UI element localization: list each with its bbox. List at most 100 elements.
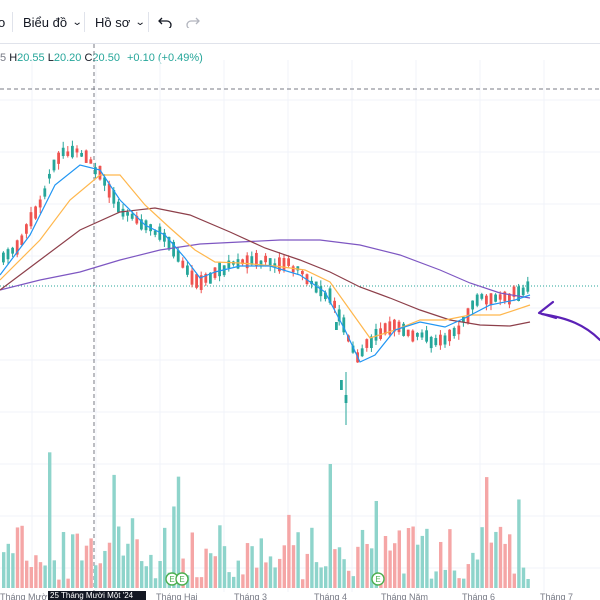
- volume-bar: [411, 526, 415, 588]
- candle-body: [319, 286, 323, 297]
- volume-bar: [406, 528, 411, 588]
- volume-bar: [301, 579, 305, 588]
- volume-bar: [250, 546, 254, 588]
- volume-bar: [282, 545, 286, 588]
- volume-bar: [310, 527, 314, 588]
- volume-bar: [305, 553, 309, 588]
- event-marker-label: E: [375, 575, 380, 584]
- volume-bar: [356, 546, 360, 588]
- candle-body: [121, 208, 125, 217]
- volume-bar: [503, 543, 507, 588]
- volume-bar: [43, 565, 47, 588]
- candle-body: [273, 263, 277, 268]
- candle-body: [130, 213, 134, 219]
- candle-body: [383, 323, 387, 335]
- volume-bar: [20, 525, 24, 588]
- candle-body: [448, 329, 451, 342]
- candle-body: [29, 212, 33, 227]
- volume-bar: [241, 574, 245, 588]
- volume-bar: [149, 554, 153, 588]
- candle-body: [2, 252, 5, 263]
- x-axis-label: Tháng Mười: [0, 592, 49, 600]
- volume-bar: [526, 578, 530, 588]
- volume-bar: [439, 541, 443, 588]
- volume-bar: [333, 549, 337, 588]
- x-axis-background: [0, 592, 600, 600]
- volume-bar: [397, 530, 401, 588]
- volume-bar: [140, 561, 144, 588]
- candle-body: [443, 335, 447, 345]
- candle-body: [333, 300, 336, 308]
- volume-bar: [291, 545, 296, 588]
- volume-bar: [508, 534, 512, 588]
- candle-body: [291, 266, 295, 273]
- candle-body: [57, 152, 60, 164]
- volume-bar: [351, 576, 355, 588]
- candle-body: [480, 294, 484, 299]
- volume-bar: [144, 566, 148, 588]
- candle-body: [420, 332, 424, 338]
- candle-body: [268, 258, 272, 267]
- candle-body: [250, 256, 254, 265]
- candle-body: [365, 339, 369, 348]
- redo-icon: [186, 17, 200, 28]
- candle-body: [153, 230, 157, 235]
- candle-body: [11, 247, 14, 254]
- volume-bar: [448, 529, 452, 588]
- candle-body: [195, 274, 198, 288]
- candle-body: [462, 316, 465, 322]
- change-value: +0.10 (+0.49%): [127, 52, 203, 64]
- candle-body: [71, 145, 74, 158]
- redo-button[interactable]: [186, 0, 200, 44]
- x-axis-label: Tháng Năm: [381, 592, 428, 600]
- volume-bar: [466, 564, 470, 588]
- volume-bar: [227, 572, 231, 588]
- volume-bar: [6, 543, 10, 588]
- x-axis-label: Tháng 3: [234, 592, 267, 600]
- volume-bar: [2, 552, 6, 588]
- candle-body: [103, 177, 106, 186]
- ohlc-legend: 5 H20.55 L20.20 C20.50 +0.10 (+0.49%): [0, 52, 203, 64]
- toolbar-partial-item[interactable]: o: [0, 14, 6, 30]
- candle-body: [521, 287, 525, 296]
- candle-body: [512, 286, 516, 297]
- volume-bar: [416, 544, 420, 588]
- volume-bar: [213, 556, 217, 588]
- candle-body: [259, 260, 263, 267]
- candle-body: [186, 265, 189, 275]
- candle-body: [15, 240, 19, 255]
- volume-bar: [245, 543, 250, 588]
- candle-body: [61, 147, 65, 157]
- volume-bar: [29, 567, 33, 588]
- volume-bar: [434, 571, 438, 588]
- candle-body: [287, 258, 290, 266]
- volume-bar: [209, 553, 213, 588]
- volume-bar: [393, 543, 397, 588]
- volume-bar: [158, 561, 162, 588]
- volume-bar: [517, 499, 521, 588]
- toolbar-divider: [12, 12, 13, 32]
- candle-body: [374, 328, 378, 341]
- candle-body: [236, 259, 240, 269]
- candle-body: [84, 150, 88, 163]
- candle-body: [278, 257, 281, 272]
- undo-button[interactable]: [158, 0, 172, 44]
- volume-bar: [153, 578, 158, 588]
- volume-bars: [2, 452, 530, 588]
- profile-dropdown[interactable]: Hồ sơ ⌄: [95, 0, 146, 44]
- volume-bar: [259, 538, 263, 588]
- candle-body: [6, 249, 10, 260]
- volume-bar: [462, 578, 466, 588]
- volume-bar: [347, 570, 351, 588]
- volume-bar: [236, 560, 240, 588]
- toolbar-divider: [148, 12, 149, 32]
- candle-body: [20, 235, 24, 246]
- candle-body: [489, 293, 493, 305]
- volume-bar: [296, 532, 300, 588]
- chart-type-dropdown[interactable]: Biểu đồ ⌄: [23, 0, 83, 44]
- volume-bar: [218, 525, 222, 588]
- candle-body: [25, 224, 28, 234]
- candle-body: [475, 294, 479, 306]
